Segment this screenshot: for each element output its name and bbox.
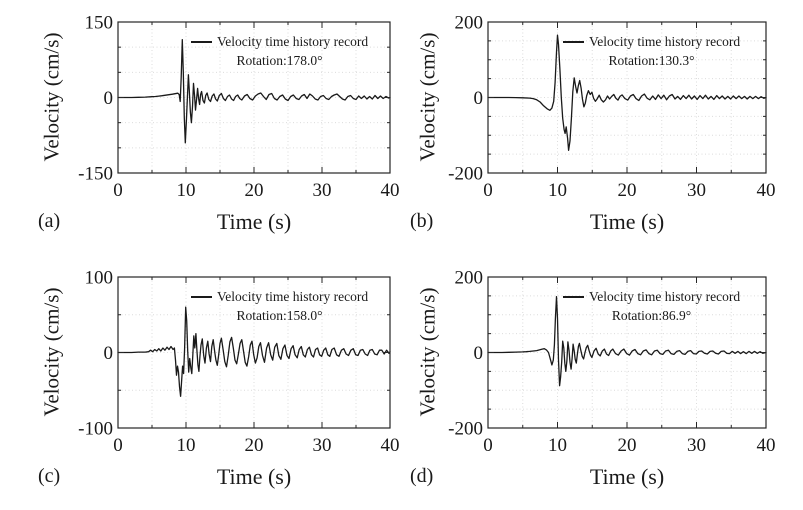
x-tick-label: 0 (483, 180, 493, 201)
legend-d: Velocity time history record Rotation:86… (563, 288, 740, 326)
subplot-a: 0 10 20 30 40 150 0 -150 Velocity (cm/s) Time (… (0, 0, 401, 255)
x-tick-label: 30 (313, 180, 332, 201)
legend-rotation-label: Rotation:178.0° (236, 52, 323, 68)
x-tick-label: 20 (245, 180, 264, 201)
panel-letter-b: (b) (410, 210, 434, 232)
legend-series-label: Velocity time history record (589, 289, 741, 304)
x-tick-label: 30 (687, 435, 706, 456)
x-tick-label: 10 (548, 435, 567, 456)
velocity-waveform (117, 306, 391, 397)
y-axis-label: Velocity (cm/s) (415, 32, 440, 162)
axis-ticks (117, 276, 391, 429)
subplot-d: 0 10 20 30 40 200 0 -200 Velocity (cm/s) Time (… (402, 255, 803, 510)
x-tick-label: 40 (381, 180, 400, 201)
y-tick-label: 150 (85, 13, 114, 34)
x-tick-label: 30 (687, 180, 706, 201)
x-tick-label: 20 (245, 435, 264, 456)
y-tick-label: 0 (474, 88, 484, 109)
axis-ticks (487, 21, 767, 174)
velocity-waveform (487, 295, 767, 387)
legend-line-sample (191, 41, 212, 44)
x-tick-label: 10 (548, 180, 567, 201)
y-tick-label: 100 (85, 268, 114, 289)
x-tick-label: 0 (113, 435, 123, 456)
x-tick-label: 0 (113, 180, 123, 201)
legend-rotation-label: Rotation:86.9° (611, 307, 692, 323)
y-tick-label: -200 (448, 419, 483, 440)
x-axis-label: Time (s) (589, 464, 665, 489)
x-tick-label: 40 (757, 180, 776, 201)
y-tick-label: -200 (448, 164, 483, 185)
x-tick-label: 40 (757, 435, 776, 456)
legend-line-sample (191, 296, 212, 299)
x-tick-label: 0 (483, 435, 493, 456)
velocity-waveform (487, 34, 767, 151)
x-tick-label: 20 (618, 180, 637, 201)
subplot-c: 0 10 20 30 40 100 0 -100 Velocity (cm/s) Time (… (0, 255, 401, 510)
y-tick-label: -150 (78, 164, 113, 185)
x-tick-label: 30 (313, 435, 332, 456)
y-tick-label: 0 (104, 343, 114, 364)
panel-letter-c: (c) (38, 465, 61, 487)
y-tick-label: 200 (455, 13, 484, 34)
y-tick-label: 0 (474, 343, 484, 364)
x-tick-label: 10 (177, 180, 196, 201)
axis-ticks (487, 276, 767, 429)
axis-ticks (117, 21, 391, 174)
grid-lines (118, 277, 390, 428)
legend-rotation-label: Rotation:158.0° (236, 307, 323, 323)
x-axis-label: Time (s) (589, 209, 665, 234)
grid-lines (118, 22, 390, 173)
y-axis-label: Velocity (cm/s) (39, 32, 64, 162)
legend-b: Velocity time history record Rotation:13… (563, 33, 740, 71)
x-tick-label: 40 (381, 435, 400, 456)
subplot-b: 0 10 20 30 40 200 0 -200 Velocity (cm/s) Time (… (402, 0, 803, 255)
legend-series-label: Velocity time history record (217, 34, 369, 49)
panel-letter-a: (a) (38, 210, 61, 232)
x-axis-label: Time (s) (216, 209, 292, 234)
legend-line-sample (563, 41, 584, 44)
x-axis-label: Time (s) (216, 464, 292, 489)
y-tick-label: -100 (78, 419, 113, 440)
panel-letter-d: (d) (410, 465, 434, 487)
legend-a: Velocity time history record Rotation:17… (191, 33, 368, 71)
legend-c: Velocity time history record Rotation:15… (191, 288, 368, 326)
y-tick-label: 0 (104, 88, 114, 109)
y-tick-label: 200 (455, 268, 484, 289)
velocity-waveform (117, 38, 391, 144)
legend-line-sample (563, 296, 584, 299)
legend-series-label: Velocity time history record (589, 34, 741, 49)
y-axis-label: Velocity (cm/s) (415, 287, 440, 417)
y-axis-label: Velocity (cm/s) (39, 287, 64, 417)
x-tick-label: 20 (618, 435, 637, 456)
legend-series-label: Velocity time history record (217, 289, 369, 304)
x-tick-label: 10 (177, 435, 196, 456)
legend-rotation-label: Rotation:130.3° (608, 52, 695, 68)
